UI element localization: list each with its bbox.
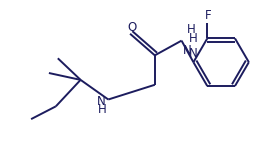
Text: F: F (205, 9, 212, 22)
Text: H: H (187, 23, 195, 36)
Text: N: N (96, 95, 105, 108)
Text: N: N (182, 44, 191, 57)
Text: H
N: H N (189, 32, 197, 60)
Text: O: O (127, 21, 137, 34)
Text: H: H (98, 103, 106, 116)
